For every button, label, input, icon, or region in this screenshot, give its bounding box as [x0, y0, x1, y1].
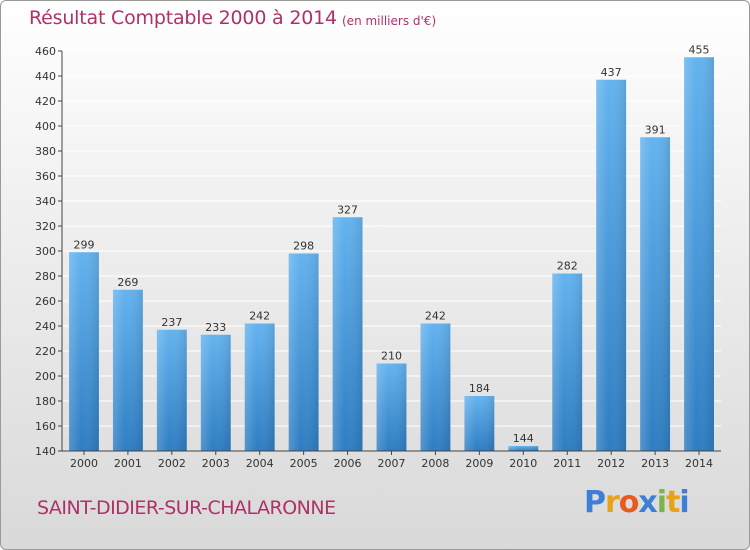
y-tick-label: 240 — [35, 320, 56, 333]
bar-shading — [244, 323, 275, 451]
x-tick-label: 2008 — [421, 457, 449, 470]
bar-value-label: 327 — [337, 203, 358, 216]
y-tick-label: 220 — [35, 345, 56, 358]
y-tick-label: 420 — [35, 95, 56, 108]
bar-shading — [420, 323, 451, 451]
bar-value-label: 237 — [161, 316, 182, 329]
bar-value-label: 437 — [601, 66, 622, 79]
bar-shading — [640, 137, 671, 451]
commune-name: SAINT-DIDIER-SUR-CHALARONNE — [37, 497, 336, 519]
y-tick-label: 140 — [35, 445, 56, 458]
x-tick-label: 2000 — [70, 457, 98, 470]
bar-shading — [552, 273, 583, 451]
logo-letter: i — [656, 485, 667, 520]
bar-shading — [332, 217, 363, 451]
x-tick-label: 2011 — [553, 457, 581, 470]
y-axis: 140 160 180 200 220 240 260 280 300 320 340 360 380 4… — [35, 45, 63, 458]
y-tick-label: 280 — [35, 270, 56, 283]
bar-value-label: 233 — [205, 321, 226, 334]
bars: 299 269 237 233 242 298 327 210 242 184 144 282 437 3… — [69, 43, 714, 451]
proxiti-logo: Proxiti — [584, 485, 690, 520]
bar-value-label: 184 — [469, 382, 490, 395]
x-tick-label: 2006 — [334, 457, 362, 470]
logo-letter: o — [618, 485, 640, 520]
y-tick-label: 340 — [35, 195, 56, 208]
bar-value-label: 242 — [425, 310, 446, 323]
bar-shading — [288, 253, 319, 451]
y-tick-label: 360 — [35, 170, 56, 183]
y-tick-label: 200 — [35, 370, 56, 383]
bar-value-label: 144 — [513, 432, 534, 445]
logo-letter: P — [584, 485, 606, 520]
bar-value-label: 455 — [689, 43, 710, 56]
bar-shading — [596, 79, 627, 451]
y-tick-label: 380 — [35, 145, 56, 158]
y-tick-label: 460 — [35, 45, 56, 58]
x-tick-label: 2009 — [465, 457, 493, 470]
x-tick-label: 2001 — [114, 457, 142, 470]
bar-shading — [69, 252, 99, 451]
bar-value-label: 210 — [381, 350, 402, 363]
chart-title: Résultat Comptable 2000 à 2014 — [29, 7, 337, 29]
bar-value-label: 298 — [293, 240, 314, 253]
logo-letter: x — [638, 485, 657, 520]
y-tick-label: 300 — [35, 245, 56, 258]
bar-shading — [464, 396, 495, 451]
bar-shading — [684, 57, 714, 451]
logo-letter: i — [679, 485, 689, 520]
bar-value-label: 242 — [249, 310, 270, 323]
x-tick-label: 2005 — [290, 457, 318, 470]
y-tick-label: 400 — [35, 120, 56, 133]
y-tick-label: 320 — [35, 220, 56, 233]
bar-value-label: 269 — [117, 276, 138, 289]
x-tick-label: 2010 — [509, 457, 537, 470]
chart-subtitle: (en milliers d'€) — [342, 14, 437, 28]
y-tick-label: 440 — [35, 70, 56, 83]
bar-value-label: 282 — [557, 260, 578, 273]
x-tick-label: 2007 — [378, 457, 406, 470]
bar-value-label: 391 — [645, 123, 666, 136]
bar-value-label: 299 — [73, 238, 94, 251]
x-tick-label: 2004 — [246, 457, 274, 470]
logo-letter: t — [666, 485, 680, 520]
bar-shading — [112, 289, 143, 451]
x-tick-label: 2003 — [202, 457, 230, 470]
y-tick-label: 180 — [35, 395, 56, 408]
x-tick-label: 2012 — [597, 457, 625, 470]
x-tick-label: 2014 — [685, 457, 713, 470]
x-tick-label: 2013 — [641, 457, 669, 470]
logo-letter: r — [605, 485, 620, 520]
bar-shading — [376, 363, 407, 451]
x-axis: 2000 2001 2002 2003 2004 2005 2006 2007 2008 2009… — [62, 450, 721, 470]
bar-shading — [156, 329, 187, 451]
bar-shading — [200, 334, 231, 451]
y-tick-label: 160 — [35, 420, 56, 433]
y-tick-label: 260 — [35, 295, 56, 308]
x-tick-label: 2002 — [158, 457, 186, 470]
bar-shading — [508, 446, 539, 451]
